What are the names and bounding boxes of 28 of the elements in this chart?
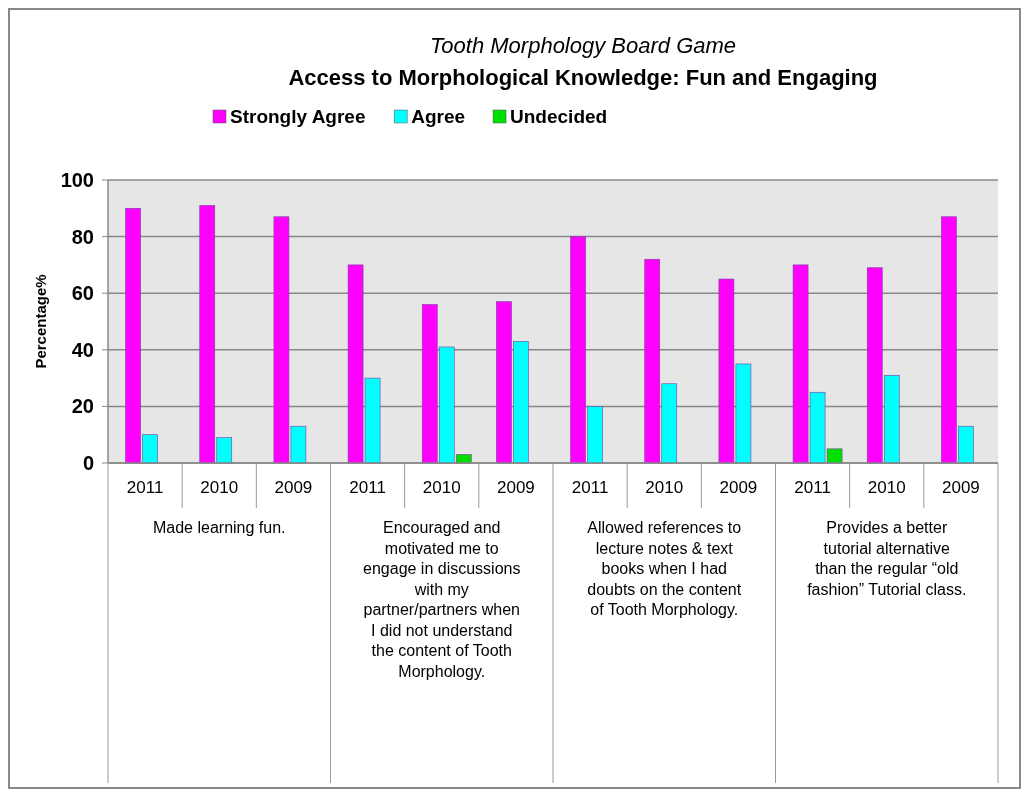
y-tick-label: 20: [71, 395, 94, 418]
y-tick-label: 0: [82, 452, 94, 474]
x-tick-label: 2010: [422, 478, 461, 497]
y-tick-label: 40: [71, 338, 94, 361]
x-tick-label: 2010: [867, 478, 906, 497]
x-tick-label: 2010: [645, 478, 684, 497]
x-tick-label: 2009: [942, 478, 980, 497]
x-tick-label: 2009: [719, 478, 758, 497]
text: Provides a better tutorial alternative than the regular “old fashion” Tutorial class.: [807, 519, 967, 598]
chart-subtitle: Access to Morphological Knowledge: Fun and Engaging: [288, 65, 878, 90]
y-tick-label: 80: [71, 225, 94, 248]
text: Made learning fun.: [152, 519, 286, 536]
y-tick-label: 100: [60, 169, 94, 191]
text: Encouraged and motivated me to engage in discussions with my partner/partners when I did not understand the content of Tooth Morphology.: [363, 519, 521, 680]
x-tick-label: 2009: [497, 478, 535, 497]
legend-label: Undecided: [510, 106, 608, 127]
y-axis-title: Percentage%: [32, 274, 49, 369]
legend-label: Strongly Agree: [230, 106, 366, 127]
x-tick-label: 2009: [274, 478, 313, 497]
text: Allowed references to lecture notes & text books when I had doubts on the content of Tooth Morphology.: [587, 519, 742, 618]
x-tick-label: 2011: [571, 478, 609, 497]
y-tick-label: 60: [71, 282, 94, 305]
x-tick-label: 2011: [794, 478, 831, 497]
x-tick-label: 2011: [126, 478, 164, 497]
legend-label: Agree: [411, 106, 466, 127]
x-tick-label: 2011: [349, 478, 386, 497]
chart-title: Tooth Morphology Board Game: [429, 33, 737, 58]
x-tick-label: 2010: [200, 478, 239, 497]
